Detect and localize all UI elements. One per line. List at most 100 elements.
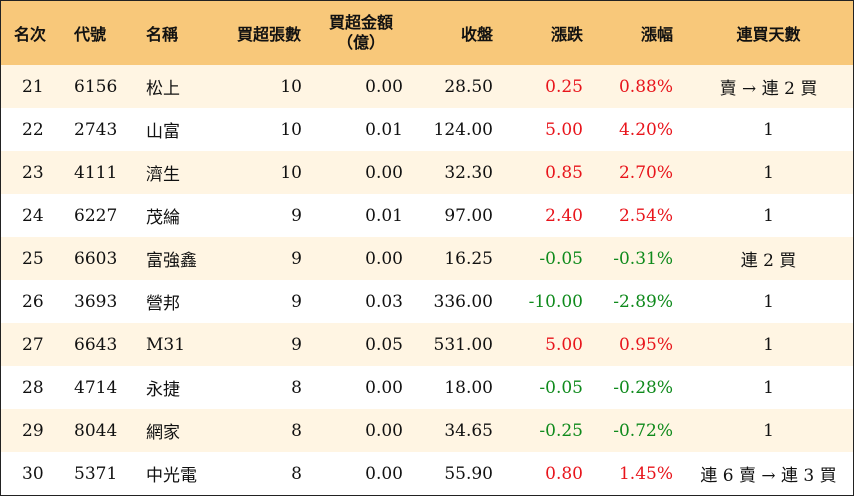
- cell-rank: 23: [22, 162, 44, 183]
- cell-net-lots: 10: [280, 162, 302, 183]
- cell-close: 55.90: [444, 463, 493, 484]
- cell-net-amount: 0.00: [365, 463, 403, 484]
- cell-change-pct: 2.70%: [618, 162, 673, 183]
- cell-close: 28.50: [444, 76, 493, 97]
- table-row: 29 8044 網家 8 0.00 34.65 -0.25 -0.72% 1: [1, 409, 853, 452]
- cell-name: 茂綸: [146, 208, 180, 228]
- cell-change: 2.40: [545, 205, 583, 226]
- table-row: 27 6643 M31 9 0.05 531.00 5.00 0.95% 1: [1, 323, 853, 366]
- cell-name: M31: [146, 334, 186, 355]
- cell-net-lots: 8: [291, 377, 302, 398]
- header-consecutive-days: 連買天數: [736, 25, 801, 44]
- table-row: 24 6227 茂綸 9 0.01 97.00 2.40 2.54% 1: [1, 194, 853, 237]
- cell-rank: 24: [22, 205, 44, 226]
- cell-consecutive-days: 1: [763, 334, 774, 355]
- cell-net-lots: 9: [291, 334, 302, 355]
- cell-net-lots: 9: [291, 248, 302, 269]
- table-row: 23 4111 濟生 10 0.00 32.30 0.85 2.70% 1: [1, 151, 853, 194]
- header-rank: 名次: [14, 25, 47, 44]
- cell-change: 0.25: [545, 76, 583, 97]
- cell-change-pct: -2.89%: [613, 291, 673, 312]
- cell-rank: 21: [22, 76, 44, 97]
- header-name: 名稱: [146, 25, 179, 44]
- header-change-pct: 漲幅: [640, 25, 673, 44]
- cell-close: 97.00: [444, 205, 493, 226]
- cell-code: 3693: [74, 291, 118, 312]
- cell-change-pct: -0.72%: [613, 420, 673, 441]
- cell-net-amount: 0.00: [365, 76, 403, 97]
- cell-net-lots: 10: [280, 76, 302, 97]
- table-header: 名次 代號 名稱 買超張數 買超金額 （億） 收盤 漲跌 漲幅 連買天數: [1, 1, 853, 65]
- cell-consecutive-days: 1: [763, 119, 774, 140]
- cell-net-amount: 0.01: [365, 119, 403, 140]
- cell-code: 2743: [74, 119, 118, 140]
- cell-name: 濟生: [146, 165, 180, 185]
- cell-net-amount: 0.01: [365, 205, 403, 226]
- cell-change-pct: 0.88%: [618, 76, 673, 97]
- cell-change: -10.00: [528, 291, 583, 312]
- cell-change: 5.00: [545, 334, 583, 355]
- cell-change: 0.85: [545, 162, 583, 183]
- cell-close: 34.65: [444, 420, 493, 441]
- cell-rank: 22: [22, 119, 44, 140]
- cell-consecutive-days: 賣 → 連 2 買: [719, 79, 818, 99]
- cell-code: 6227: [74, 205, 118, 226]
- cell-name: 營邦: [146, 294, 180, 314]
- header-net-amount: 買超金額 （億）: [316, 1, 406, 65]
- cell-close: 16.25: [444, 248, 493, 269]
- cell-code: 8044: [74, 420, 118, 441]
- cell-name: 永捷: [146, 380, 180, 400]
- cell-change: 5.00: [545, 119, 583, 140]
- cell-name: 網家: [146, 423, 180, 443]
- cell-consecutive-days: 1: [763, 291, 774, 312]
- cell-net-lots: 9: [291, 291, 302, 312]
- cell-close: 531.00: [433, 334, 493, 355]
- cell-rank: 25: [22, 248, 44, 269]
- cell-net-amount: 0.00: [365, 248, 403, 269]
- cell-net-amount: 0.03: [365, 291, 403, 312]
- cell-close: 124.00: [433, 119, 493, 140]
- cell-change: -0.05: [539, 377, 583, 398]
- cell-net-lots: 10: [280, 119, 302, 140]
- table-row: 21 6156 松上 10 0.00 28.50 0.25 0.88% 賣 → 連 2 買: [1, 65, 853, 108]
- table-row: 25 6603 富強鑫 9 0.00 16.25 -0.05 -0.31% 連 2 買: [1, 237, 853, 280]
- cell-code: 6156: [74, 76, 118, 97]
- cell-close: 336.00: [433, 291, 493, 312]
- cell-code: 4714: [74, 377, 118, 398]
- cell-change-pct: -0.31%: [613, 248, 673, 269]
- cell-consecutive-days: 1: [763, 377, 774, 398]
- cell-change-pct: 2.54%: [618, 205, 673, 226]
- header-net-amount-line2: （億）: [336, 33, 385, 52]
- cell-consecutive-days: 1: [763, 205, 774, 226]
- cell-code: 6643: [74, 334, 118, 355]
- cell-change-pct: 4.20%: [618, 119, 673, 140]
- header-net-lots: 買超張數: [236, 25, 301, 44]
- cell-consecutive-days: 1: [763, 162, 774, 183]
- cell-name: 富強鑫: [146, 251, 197, 271]
- cell-net-amount: 0.00: [365, 420, 403, 441]
- header-net-amount-line1: 買超金額: [328, 13, 393, 32]
- cell-name: 中光電: [146, 466, 197, 486]
- cell-consecutive-days: 1: [763, 420, 774, 441]
- table-row: 26 3693 營邦 9 0.03 336.00 -10.00 -2.89% 1: [1, 280, 853, 323]
- header-close: 收盤: [460, 25, 493, 44]
- cell-rank: 28: [22, 377, 44, 398]
- cell-net-lots: 8: [291, 463, 302, 484]
- cell-net-amount: 0.00: [365, 162, 403, 183]
- cell-name: 山富: [146, 122, 180, 142]
- cell-change: -0.25: [539, 420, 583, 441]
- cell-code: 4111: [74, 162, 118, 183]
- cell-code: 5371: [74, 463, 118, 484]
- cell-net-amount: 0.00: [365, 377, 403, 398]
- cell-close: 32.30: [444, 162, 493, 183]
- cell-change-pct: 0.95%: [618, 334, 673, 355]
- cell-consecutive-days: 連 6 賣 → 連 3 買: [700, 466, 837, 486]
- cell-net-amount: 0.05: [365, 334, 403, 355]
- header-change: 漲跌: [550, 25, 583, 44]
- cell-code: 6603: [74, 248, 118, 269]
- table-row: 28 4714 永捷 8 0.00 18.00 -0.05 -0.28% 1: [1, 366, 853, 409]
- cell-rank: 27: [22, 334, 44, 355]
- header-code: 代號: [74, 25, 107, 44]
- cell-change: 0.80: [545, 463, 583, 484]
